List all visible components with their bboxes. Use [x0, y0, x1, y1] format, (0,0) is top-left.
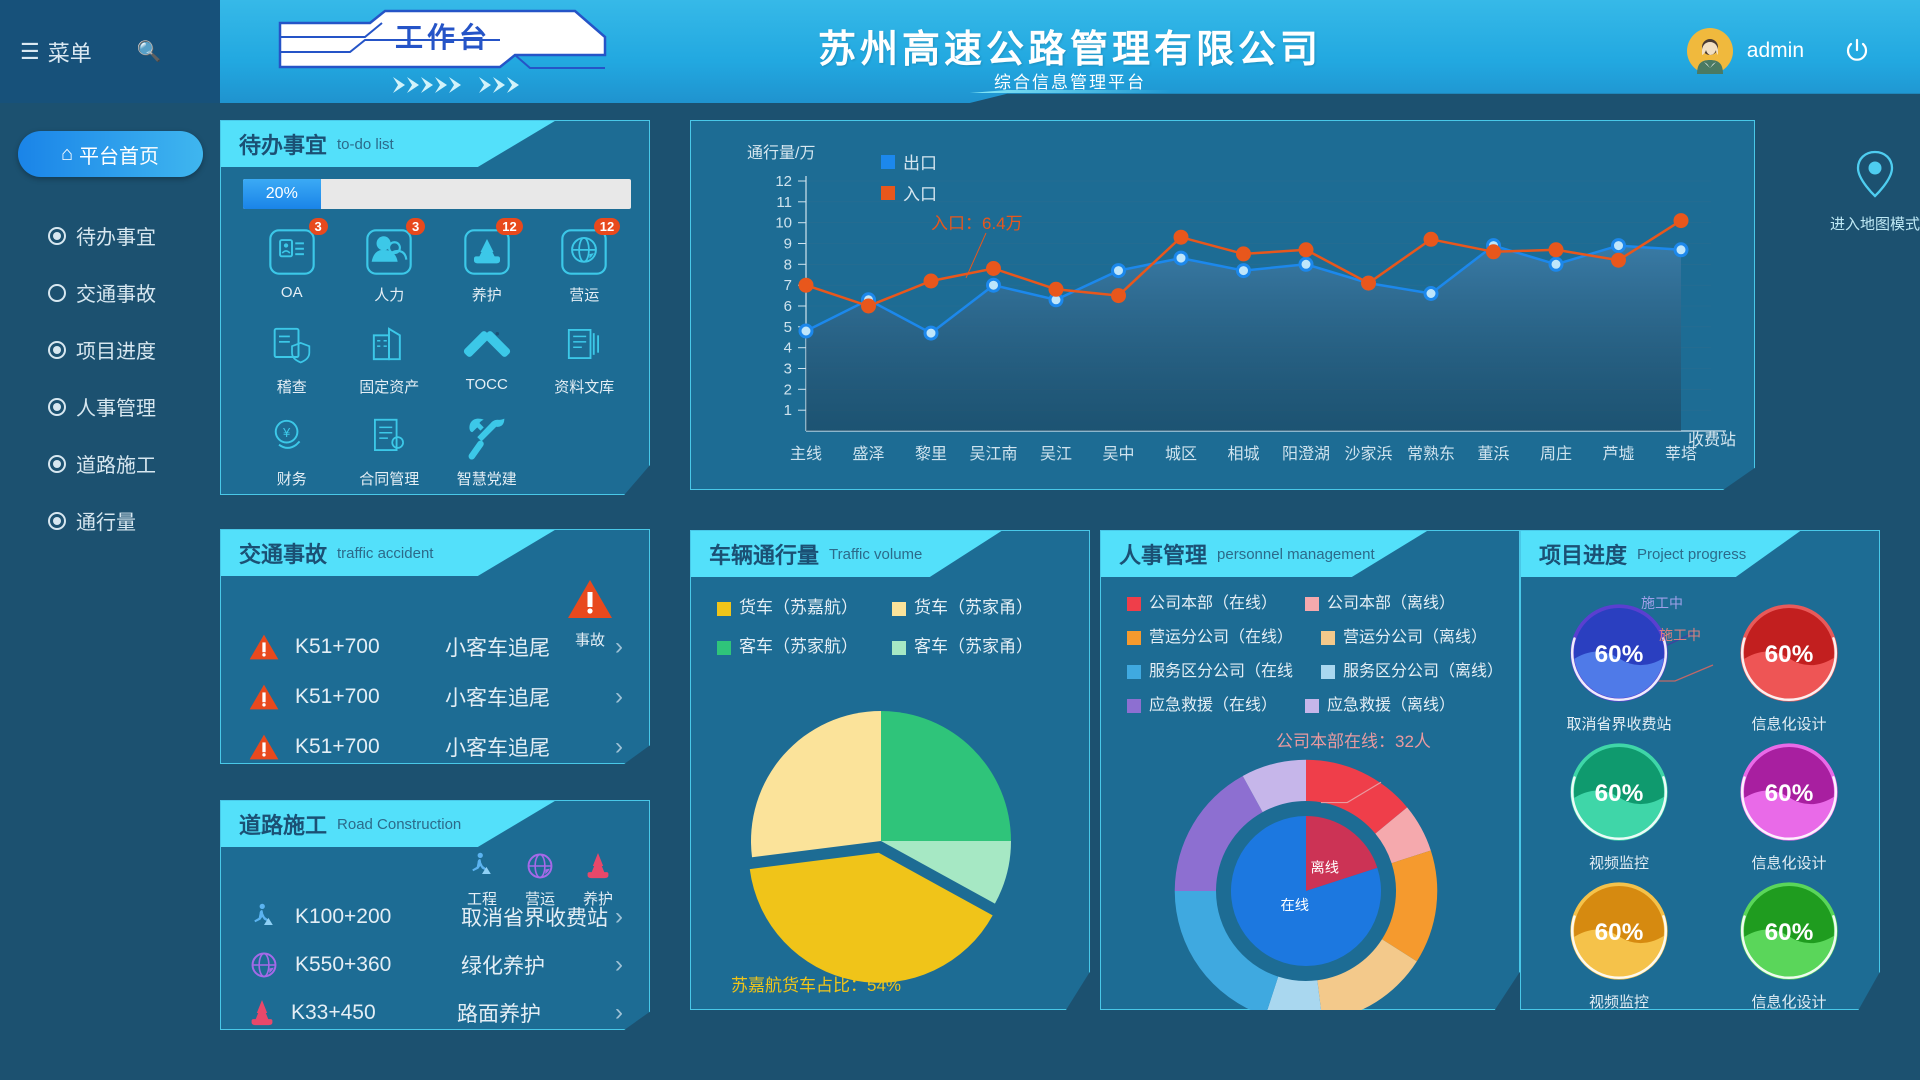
svg-text:芦墟: 芦墟: [1602, 445, 1634, 463]
svg-text:在线: 在线: [1280, 897, 1309, 914]
svg-text:¥: ¥: [282, 425, 291, 440]
svg-text:常熟东: 常熟东: [1407, 445, 1455, 463]
svg-text:1: 1: [784, 402, 792, 419]
svg-text:2: 2: [784, 381, 792, 398]
svg-text:吴江南: 吴江南: [969, 445, 1017, 463]
svg-text:9: 9: [784, 236, 792, 253]
svg-text:7: 7: [784, 277, 792, 294]
svg-text:工作台: 工作台: [395, 21, 491, 53]
svg-text:60%: 60%: [1765, 919, 1814, 946]
svg-text:6: 6: [784, 298, 792, 315]
svg-text:董浜: 董浜: [1477, 445, 1509, 463]
svg-text:10: 10: [775, 215, 792, 232]
svg-text:周庄: 周庄: [1540, 445, 1572, 463]
svg-text:4: 4: [784, 340, 792, 357]
svg-text:城区: 城区: [1165, 445, 1197, 463]
svg-text:5: 5: [784, 319, 792, 336]
svg-text:60%: 60%: [1595, 919, 1644, 946]
svg-text:盛泽: 盛泽: [852, 445, 884, 463]
svg-text:黎里: 黎里: [915, 445, 947, 463]
svg-text:11: 11: [776, 194, 792, 211]
svg-text:入口：6.4万: 入口：6.4万: [931, 214, 1023, 233]
svg-text:60%: 60%: [1765, 780, 1814, 807]
svg-text:沙家浜: 沙家浜: [1344, 445, 1392, 463]
svg-text:8: 8: [784, 256, 792, 273]
svg-text:吴江: 吴江: [1040, 445, 1072, 463]
svg-text:60%: 60%: [1595, 780, 1644, 807]
svg-text:莘塔: 莘塔: [1665, 445, 1697, 463]
svg-text:60%: 60%: [1595, 641, 1644, 668]
svg-text:60%: 60%: [1765, 641, 1814, 668]
svg-text:3: 3: [784, 361, 792, 378]
svg-text:12: 12: [775, 173, 792, 190]
svg-text:阳澄湖: 阳澄湖: [1282, 445, 1330, 463]
svg-text:离线: 离线: [1310, 859, 1339, 876]
svg-text:主线: 主线: [790, 445, 822, 463]
svg-text:吴中: 吴中: [1102, 445, 1134, 463]
svg-text:相城: 相城: [1227, 445, 1259, 463]
